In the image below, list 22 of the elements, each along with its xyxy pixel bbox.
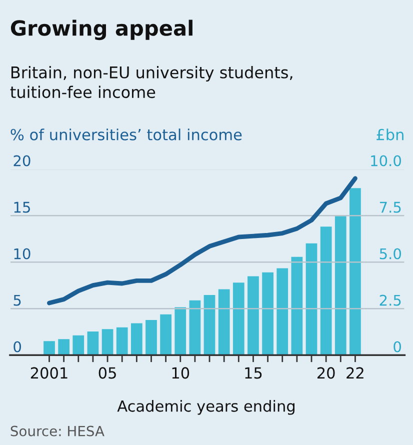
y2-tick-label: 0 [394, 341, 401, 352]
y-axis-title: % of universities’ total income [10, 128, 242, 140]
source-note: Source: HESA [10, 426, 104, 436]
y-tick-label: 5 [14, 294, 21, 306]
x-tick-label: 10 [172, 367, 190, 379]
chart-subtitle: Britain, non-EU university students, tuition-fee income [10, 66, 292, 98]
x-tick-label: 20 [317, 367, 335, 379]
y2-axis-title: £bn [376, 128, 404, 140]
x-tick-label: 2001 [30, 367, 68, 379]
y2-tick-label: 2.5 [380, 294, 401, 306]
y2-tick-label: 10.0 [371, 155, 401, 166]
y2-tick-label: 5.0 [380, 248, 401, 260]
y-tick-label: 20 [14, 155, 30, 166]
x-axis-title: Academic years ending [117, 400, 294, 415]
chart-title: Growing appeal [10, 20, 192, 40]
x-tick-label: 22 [346, 367, 364, 379]
y-tick-label: 0 [14, 341, 21, 352]
x-tick-label: 05 [98, 367, 116, 379]
y-tick-label: 15 [14, 202, 30, 213]
x-tick-label: 15 [245, 367, 262, 379]
y-tick-label: 10 [14, 248, 30, 260]
y2-tick-label: 7.5 [380, 202, 401, 213]
